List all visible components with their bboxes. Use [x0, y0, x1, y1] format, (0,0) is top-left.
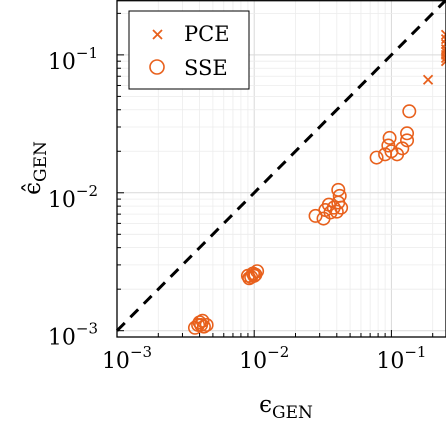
y-tick-label: 10−3: [48, 320, 98, 351]
sse-point: [248, 267, 263, 282]
sse-point: [400, 126, 415, 141]
sse-point: [382, 130, 397, 145]
axis-labels: ϵGEN ϵ̂GEN: [20, 141, 313, 423]
x-axis-label: ϵGEN: [259, 392, 313, 423]
sse-point: [196, 319, 211, 334]
legend: PCE SSE: [128, 10, 250, 90]
sse-point: [323, 205, 338, 220]
reference-line-y-equals-x: [115, 0, 446, 332]
pce-point: [440, 56, 446, 67]
pce-point: [440, 52, 446, 64]
axis-ticks: [116, 12, 434, 338]
legend-label-pce: PCE: [184, 22, 230, 46]
reference-line-group: [115, 0, 446, 332]
y-tick-label: 10−1: [48, 44, 98, 75]
sse-point: [369, 150, 384, 165]
pce-point: [440, 29, 446, 40]
y-tick-label: 10−2: [48, 182, 98, 213]
y-axis-label: ϵ̂GEN: [20, 141, 51, 195]
legend-box: [128, 10, 250, 90]
pce-point: [422, 74, 434, 85]
x-tick-label: 10−3: [102, 343, 152, 374]
x-tick-label: 10−1: [376, 343, 426, 374]
sse-point: [199, 317, 214, 332]
x-tick-label: 10−2: [239, 343, 289, 374]
sse-point: [329, 204, 344, 219]
legend-label-sse: SSE: [184, 56, 228, 80]
sse-point: [400, 133, 415, 148]
legend-marker-pce: [152, 29, 163, 40]
data-marks: [187, 29, 446, 335]
sse-point: [390, 147, 405, 162]
sse-point: [402, 104, 417, 119]
sse-point: [331, 182, 346, 197]
tick-labels: 10−3 10−2 10−1 10−3 10−2 10−1: [48, 44, 427, 374]
plot-frame: [116, 0, 446, 338]
sse-point: [194, 317, 209, 332]
legend-marker-sse: [149, 59, 165, 75]
